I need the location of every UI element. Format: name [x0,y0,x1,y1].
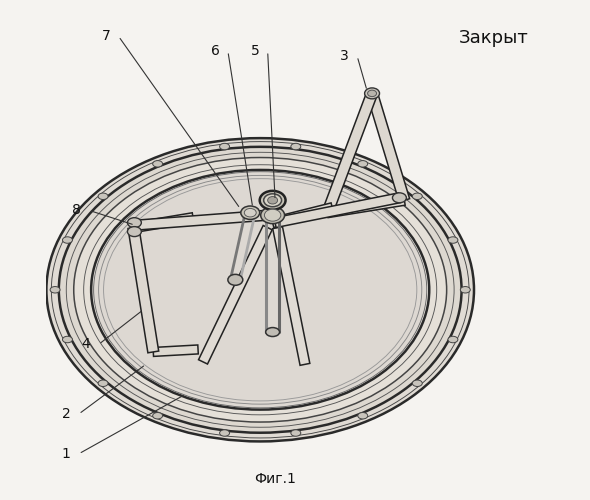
Ellipse shape [264,209,281,221]
Polygon shape [153,345,198,356]
Ellipse shape [74,158,447,422]
Ellipse shape [47,138,474,442]
Ellipse shape [291,144,301,150]
Ellipse shape [412,193,422,200]
Ellipse shape [228,274,243,285]
Polygon shape [326,196,405,218]
Ellipse shape [91,170,430,410]
Text: 7: 7 [101,29,110,43]
Ellipse shape [94,172,427,408]
Polygon shape [273,226,310,366]
Ellipse shape [291,430,301,436]
Ellipse shape [264,194,281,206]
Polygon shape [198,226,272,364]
Text: 1: 1 [62,447,71,461]
Polygon shape [136,210,268,230]
Ellipse shape [153,160,163,167]
Ellipse shape [266,328,280,336]
Ellipse shape [358,160,368,167]
Ellipse shape [98,193,108,200]
Polygon shape [128,227,159,353]
Ellipse shape [50,286,60,293]
Ellipse shape [219,144,230,150]
Text: 8: 8 [72,203,81,217]
Ellipse shape [448,237,458,244]
Ellipse shape [219,430,230,436]
Ellipse shape [392,193,407,203]
Text: 5: 5 [251,44,260,58]
Ellipse shape [460,286,470,293]
Ellipse shape [59,147,461,432]
Ellipse shape [448,336,458,343]
Ellipse shape [358,412,368,419]
Ellipse shape [98,380,108,386]
Ellipse shape [63,237,73,244]
Text: 2: 2 [62,407,71,421]
Polygon shape [367,92,409,202]
Text: 6: 6 [211,44,220,58]
Ellipse shape [260,191,286,210]
Ellipse shape [268,196,278,204]
Polygon shape [274,193,401,228]
Ellipse shape [368,90,376,96]
Ellipse shape [63,336,73,343]
Polygon shape [322,92,377,214]
Text: Фиг.1: Фиг.1 [254,472,296,486]
Ellipse shape [365,88,379,99]
Ellipse shape [241,206,260,220]
Text: Закрыт: Закрыт [459,28,529,46]
Text: 4: 4 [82,338,90,351]
Ellipse shape [261,206,284,224]
Text: 3: 3 [340,49,349,63]
Ellipse shape [244,208,256,217]
Ellipse shape [153,412,163,419]
Ellipse shape [412,380,422,386]
Polygon shape [271,203,333,228]
Ellipse shape [127,218,142,228]
Ellipse shape [127,226,142,236]
Polygon shape [133,213,194,233]
